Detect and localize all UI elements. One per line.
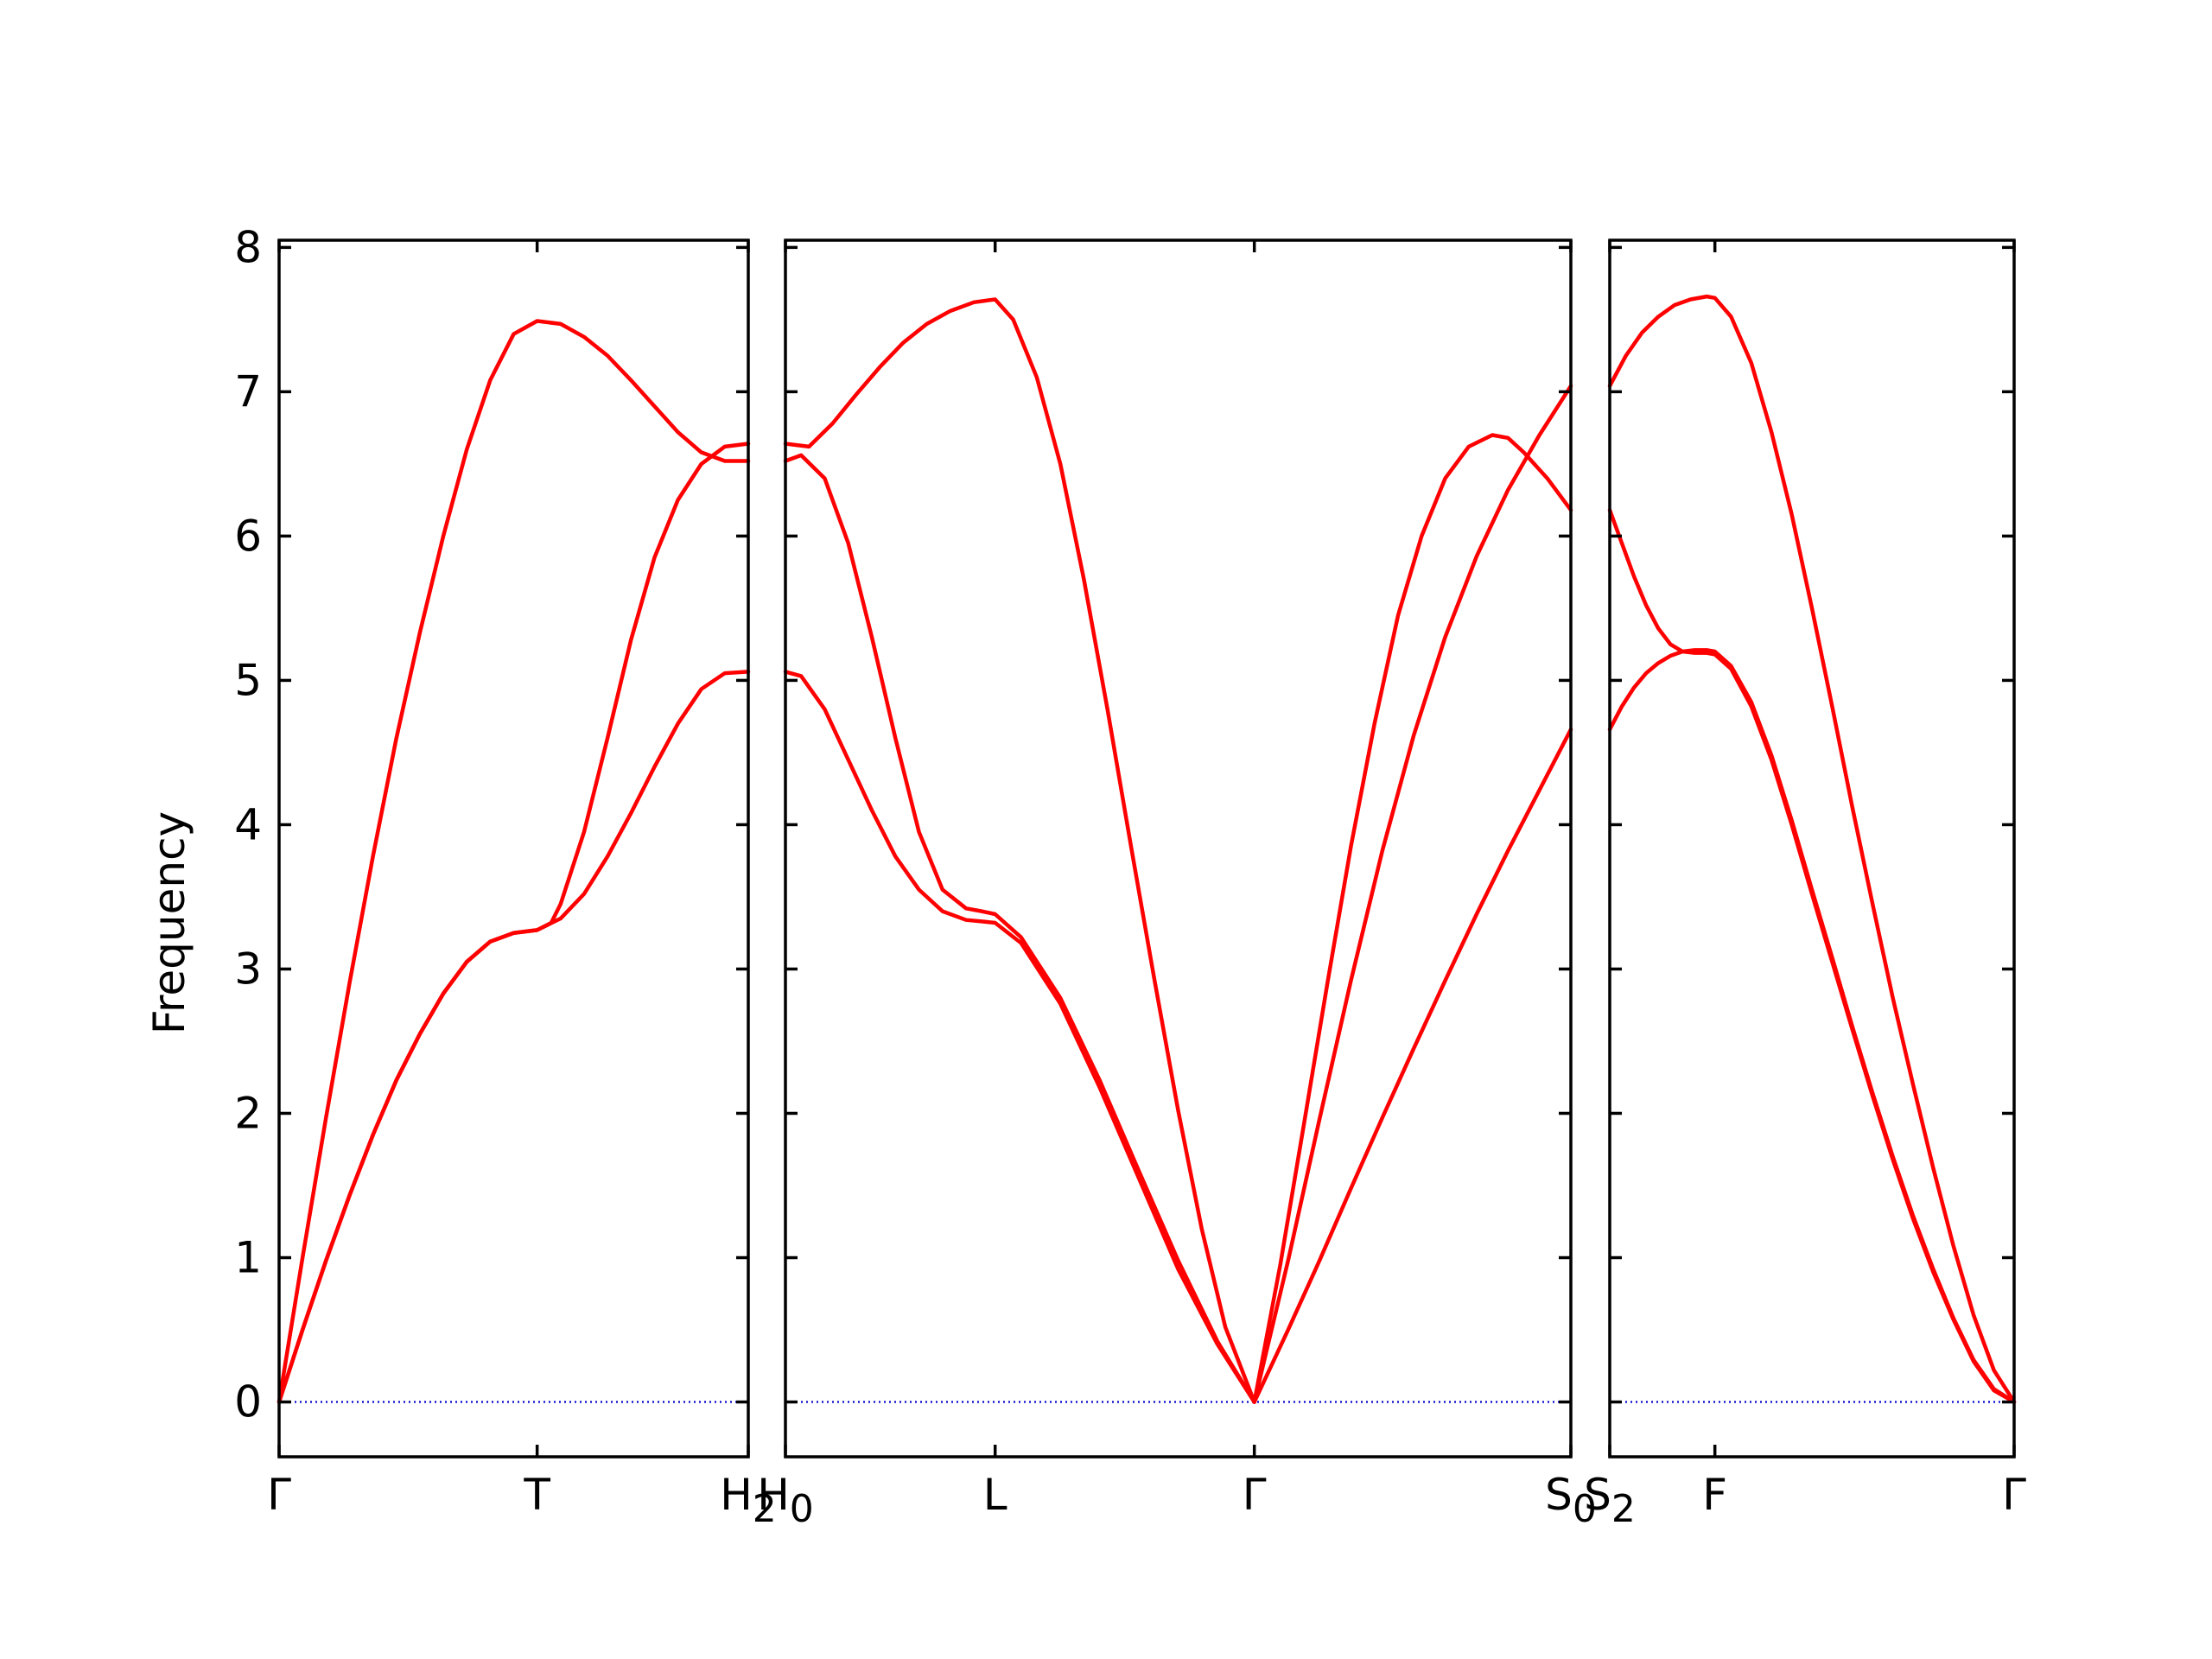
y-tick-label: 6 — [234, 511, 262, 561]
panel-2: H0 L Γ S0 — [757, 238, 1597, 1531]
band-line-1 — [276, 319, 751, 1404]
x-tick-label: T — [523, 1470, 550, 1520]
band-line-6 — [1252, 727, 1573, 1404]
band-line-5 — [1252, 384, 1573, 1404]
band-line-3 — [1607, 648, 2017, 1404]
y-tick-label: 3 — [234, 944, 262, 994]
y-tick-label: 7 — [234, 366, 262, 416]
y-tick-label: 1 — [234, 1233, 262, 1283]
y-tick-label: 0 — [234, 1377, 262, 1427]
axes-frame — [277, 238, 750, 1459]
x-tick-label: L — [983, 1470, 1007, 1520]
x-tick-label: H2 — [720, 1470, 777, 1531]
x-tick-label: S0 — [1545, 1470, 1597, 1531]
x-tick-label: S2 — [1584, 1470, 1636, 1531]
x-tick-label: H0 — [757, 1470, 814, 1531]
band-line-1 — [783, 297, 1256, 1404]
band-line-3 — [783, 670, 1256, 1404]
band-line-3 — [276, 670, 751, 1404]
x-tick-label: Γ — [2002, 1470, 2026, 1520]
y-tick-label: 4 — [234, 799, 262, 849]
band-line-1 — [1607, 294, 2017, 1404]
x-tick-label: Γ — [267, 1470, 291, 1520]
panel-1: 0 1 2 3 4 5 6 7 8 Γ T H2 — [234, 222, 777, 1531]
y-tick-label: 5 — [234, 655, 262, 705]
y-tick-label: 2 — [234, 1088, 262, 1138]
x-tick-label: Γ — [1243, 1470, 1267, 1520]
y-axis-label: Frequency — [144, 811, 194, 1034]
band-line-2 — [783, 453, 1256, 1404]
axes-frame — [784, 238, 1573, 1459]
x-tick-label: F — [1702, 1470, 1727, 1520]
y-tick-label: 8 — [234, 222, 262, 272]
panel-3: S2 F Γ — [1584, 238, 2026, 1531]
axes-frame — [1608, 238, 2016, 1459]
band-line-4 — [1252, 433, 1573, 1404]
